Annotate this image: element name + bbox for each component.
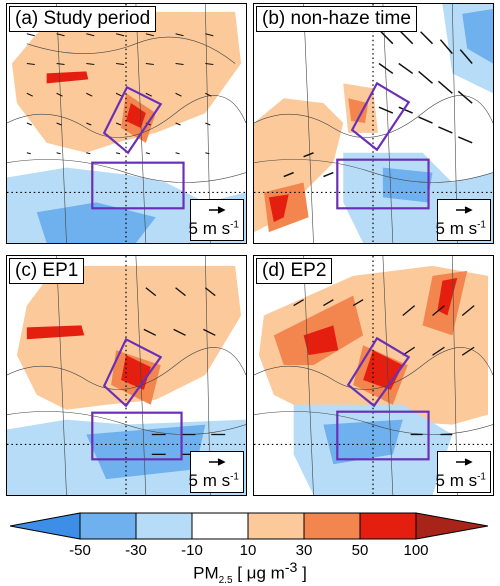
map-panel-d: [254, 256, 493, 495]
colorbar-tick-label: 100: [403, 542, 429, 559]
colorbar-segment: [359, 512, 417, 540]
colorbar-tick-label: 10: [239, 542, 257, 559]
colorbar-tick-label: 50: [351, 542, 369, 559]
map-panel-a: [7, 4, 246, 243]
colorbar-tick-label: -10: [181, 542, 203, 559]
panel-b: (b) non-haze time 5 m s-1: [253, 3, 494, 244]
colorbar-segment: [135, 512, 193, 540]
panel-a: (a) Study period 5 m s-1: [6, 3, 247, 244]
wind-scale-box: 5 m s-1: [188, 199, 244, 241]
wind-scale-label: 5 m s-1: [435, 219, 487, 238]
colorbar-segment: [415, 512, 488, 540]
colorbar-segment: [303, 512, 361, 540]
wind-scale-box: 5 m s-1: [188, 451, 244, 493]
panel-title: (a) Study period: [9, 6, 157, 32]
colorbar-unit-label: PM2.5 [ μg m-3 ]: [193, 560, 307, 586]
colorbar: [10, 512, 488, 540]
panel-c: (c) EP1 5 m s-1: [6, 255, 247, 496]
colorbar-segment: [79, 512, 137, 540]
colorbar-segment: [10, 512, 81, 540]
map-panel-c: [7, 256, 246, 495]
panel-title: (d) EP2: [256, 258, 333, 284]
wind-scale-box: 5 m s-1: [435, 199, 491, 241]
panel-d: (d) EP2 5 m s-1: [253, 255, 494, 496]
colorbar-tick-label: 30: [295, 542, 313, 559]
colorbar-tick-label: -30: [125, 542, 147, 559]
wind-scale-label: 5 m s-1: [435, 471, 487, 490]
wind-scale-label: 5 m s-1: [188, 219, 240, 238]
colorbar-segment: [247, 512, 305, 540]
wind-scale-box: 5 m s-1: [435, 451, 491, 493]
colorbar-tick-label: -50: [69, 542, 91, 559]
panel-title: (b) non-haze time: [256, 6, 417, 32]
panel-title: (c) EP1: [9, 258, 85, 284]
wind-scale-label: 5 m s-1: [188, 471, 240, 490]
colorbar-segment: [191, 512, 249, 540]
